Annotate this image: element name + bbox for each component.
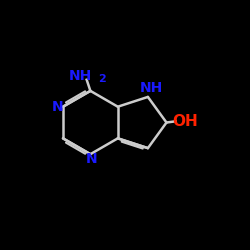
Text: 2: 2 — [98, 74, 106, 84]
Text: N: N — [52, 100, 63, 114]
Text: NH: NH — [68, 69, 92, 83]
Text: NH: NH — [140, 81, 163, 95]
Text: OH: OH — [172, 114, 198, 129]
Text: N: N — [86, 152, 98, 166]
